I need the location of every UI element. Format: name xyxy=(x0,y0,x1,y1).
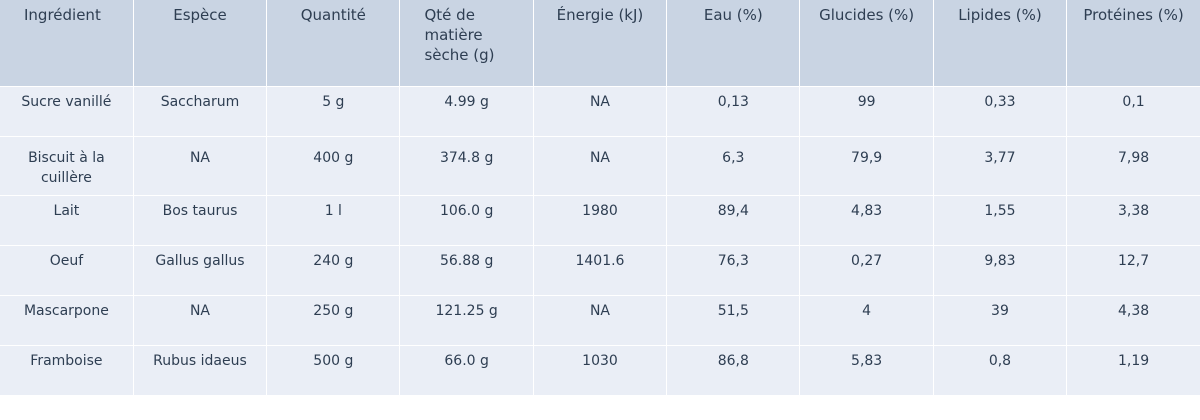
cell-quantity: 250 g xyxy=(266,294,400,345)
column-header-quantity[interactable]: Quantité xyxy=(266,0,400,86)
column-header-lipids[interactable]: Lipides (%) xyxy=(932,0,1067,86)
cell-proteins: 12,7 xyxy=(1066,244,1200,295)
cell-species: Bos taurus xyxy=(132,194,267,245)
column-header-ingredient[interactable]: Ingrédient xyxy=(0,0,134,86)
cell-water: 89,4 xyxy=(666,194,800,245)
cell-ingredient: Mascarpone xyxy=(0,294,134,345)
table-row: Biscuit à la cuillère NA 400 g 374.8 g N… xyxy=(0,135,1200,195)
cell-proteins: 4,38 xyxy=(1066,294,1200,345)
cell-carbs: 99 xyxy=(799,85,934,136)
cell-carbs: 0,27 xyxy=(799,244,934,295)
cell-lipids: 0,33 xyxy=(932,85,1067,136)
cell-energy: 1030 xyxy=(532,344,667,395)
cell-water: 0,13 xyxy=(666,85,800,136)
cell-proteins: 7,98 xyxy=(1066,135,1200,195)
cell-species: Gallus gallus xyxy=(132,244,267,295)
cell-quantity: 400 g xyxy=(266,135,400,195)
table-row: Sucre vanillé Saccharum 5 g 4.99 g NA 0,… xyxy=(0,85,1200,136)
table-header: Ingrédient Espèce Quantité Qté de matièr… xyxy=(0,0,1200,86)
table-row: Lait Bos taurus 1 l 106.0 g 1980 89,4 4,… xyxy=(0,194,1200,245)
cell-lipids: 1,55 xyxy=(932,194,1067,245)
column-header-dry-matter[interactable]: Qté de matière sèche (g) xyxy=(399,0,534,86)
cell-energy: 1980 xyxy=(532,194,667,245)
cell-ingredient: Sucre vanillé xyxy=(0,85,134,136)
header-row: Ingrédient Espèce Quantité Qté de matièr… xyxy=(0,0,1200,86)
cell-carbs: 79,9 xyxy=(799,135,934,195)
cell-proteins: 3,38 xyxy=(1066,194,1200,245)
cell-energy: NA xyxy=(532,135,667,195)
cell-carbs: 5,83 xyxy=(799,344,934,395)
cell-lipids: 9,83 xyxy=(932,244,1067,295)
nutrition-table: Ingrédient Espèce Quantité Qté de matièr… xyxy=(0,0,1200,395)
cell-dry-matter: 121.25 g xyxy=(399,294,534,345)
cell-lipids: 3,77 xyxy=(932,135,1067,195)
cell-dry-matter: 374.8 g xyxy=(399,135,534,195)
column-header-species[interactable]: Espèce xyxy=(132,0,267,86)
cell-proteins: 0,1 xyxy=(1066,85,1200,136)
cell-water: 76,3 xyxy=(666,244,800,295)
cell-carbs: 4 xyxy=(799,294,934,345)
cell-species: Rubus idaeus xyxy=(132,344,267,395)
cell-quantity: 5 g xyxy=(266,85,400,136)
cell-carbs: 4,83 xyxy=(799,194,934,245)
cell-quantity: 240 g xyxy=(266,244,400,295)
cell-water: 51,5 xyxy=(666,294,800,345)
table-row: Mascarpone NA 250 g 121.25 g NA 51,5 4 3… xyxy=(0,294,1200,345)
table-row: Oeuf Gallus gallus 240 g 56.88 g 1401.6 … xyxy=(0,244,1200,295)
cell-dry-matter: 66.0 g xyxy=(399,344,534,395)
cell-lipids: 0,8 xyxy=(932,344,1067,395)
table-row: Framboise Rubus idaeus 500 g 66.0 g 1030… xyxy=(0,344,1200,395)
cell-lipids: 39 xyxy=(932,294,1067,345)
cell-dry-matter: 106.0 g xyxy=(399,194,534,245)
cell-ingredient: Oeuf xyxy=(0,244,134,295)
cell-ingredient: Lait xyxy=(0,194,134,245)
cell-energy: 1401.6 xyxy=(532,244,667,295)
nutrition-table-container: Ingrédient Espèce Quantité Qté de matièr… xyxy=(0,0,1200,395)
cell-ingredient: Biscuit à la cuillère xyxy=(0,135,134,195)
column-header-energy[interactable]: Énergie (kJ) xyxy=(532,0,667,86)
cell-ingredient: Framboise xyxy=(0,344,134,395)
column-header-proteins[interactable]: Protéines (%) xyxy=(1066,0,1200,86)
cell-species: Saccharum xyxy=(132,85,267,136)
cell-proteins: 1,19 xyxy=(1066,344,1200,395)
column-header-water[interactable]: Eau (%) xyxy=(666,0,800,86)
cell-quantity: 1 l xyxy=(266,194,400,245)
cell-species: NA xyxy=(132,294,267,345)
cell-dry-matter: 56.88 g xyxy=(399,244,534,295)
cell-species: NA xyxy=(132,135,267,195)
table-body: Sucre vanillé Saccharum 5 g 4.99 g NA 0,… xyxy=(0,85,1200,395)
cell-quantity: 500 g xyxy=(266,344,400,395)
column-header-carbs[interactable]: Glucides (%) xyxy=(799,0,934,86)
cell-energy: NA xyxy=(532,294,667,345)
cell-water: 6,3 xyxy=(666,135,800,195)
cell-dry-matter: 4.99 g xyxy=(399,85,534,136)
cell-water: 86,8 xyxy=(666,344,800,395)
cell-energy: NA xyxy=(532,85,667,136)
